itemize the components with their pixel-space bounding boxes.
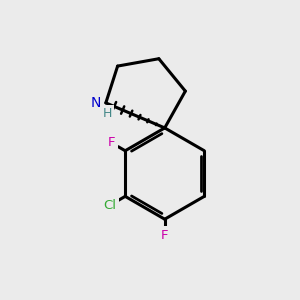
- Text: N: N: [91, 96, 101, 110]
- Text: F: F: [161, 229, 169, 242]
- Text: Cl: Cl: [103, 199, 116, 212]
- Text: H: H: [103, 107, 112, 120]
- Text: F: F: [107, 136, 115, 149]
